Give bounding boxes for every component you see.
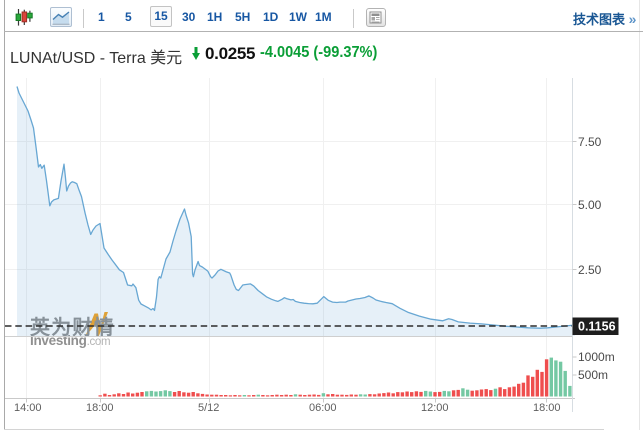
svg-text:0.1156: 0.1156 — [578, 320, 616, 334]
svg-text:英为财情: 英为财情 — [30, 315, 115, 339]
